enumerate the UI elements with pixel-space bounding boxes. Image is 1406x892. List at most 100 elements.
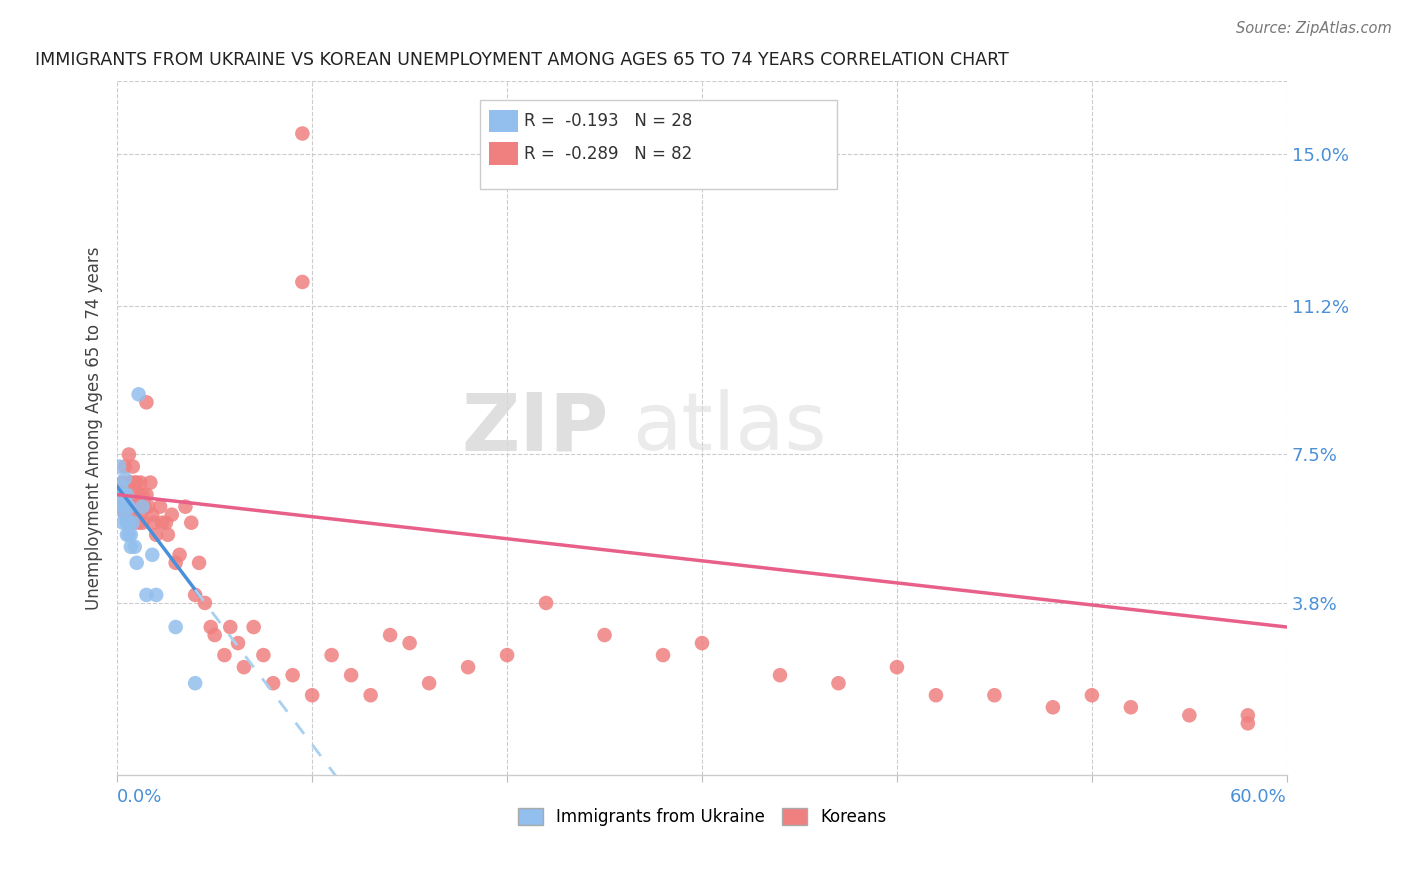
Point (112, 516, 135, 530)
Point (124, 475, 146, 490)
Point (115, 500, 138, 514)
Point (321, 648, 343, 662)
Point (118, 475, 141, 490)
Point (110, 500, 132, 514)
Point (1119, 700, 1142, 714)
Point (340, 668, 363, 682)
Text: 60.0%: 60.0% (1230, 788, 1286, 806)
Point (121, 459, 143, 474)
Text: Source: ZipAtlas.com: Source: ZipAtlas.com (1236, 21, 1392, 36)
Text: 0.0%: 0.0% (117, 788, 163, 806)
Text: R =  -0.289   N = 82: R = -0.289 N = 82 (524, 145, 693, 162)
Point (121, 516, 143, 530)
Point (128, 387, 150, 401)
Point (925, 688, 948, 702)
Point (135, 395, 157, 409)
Point (1237, 716, 1260, 731)
Point (690, 636, 713, 650)
Point (135, 588, 157, 602)
Point (131, 488, 153, 502)
Point (252, 648, 274, 662)
Point (291, 275, 314, 289)
Point (827, 676, 849, 690)
Point (360, 688, 382, 702)
Point (128, 516, 150, 530)
Point (281, 668, 304, 682)
Point (118, 516, 141, 530)
Point (121, 516, 143, 530)
Point (129, 475, 152, 490)
FancyBboxPatch shape (479, 100, 837, 189)
Point (112, 488, 135, 502)
Point (125, 556, 148, 570)
Point (115, 500, 138, 514)
Point (188, 556, 211, 570)
Point (115, 488, 138, 502)
Point (1042, 700, 1064, 714)
Point (156, 527, 179, 541)
Point (398, 636, 420, 650)
Point (118, 448, 141, 462)
Point (160, 508, 183, 522)
Point (174, 500, 197, 514)
Point (141, 508, 163, 522)
Point (125, 500, 148, 514)
Point (652, 648, 675, 662)
Point (1178, 708, 1201, 723)
Point (110, 496, 132, 510)
Text: IMMIGRANTS FROM UKRAINE VS KOREAN UNEMPLOYMENT AMONG AGES 65 TO 74 YEARS CORRELA: IMMIGRANTS FROM UKRAINE VS KOREAN UNEMPL… (35, 51, 1010, 69)
Point (114, 496, 136, 510)
Point (262, 676, 284, 690)
Point (128, 488, 150, 502)
Point (131, 500, 153, 514)
Point (115, 516, 138, 530)
Point (165, 620, 187, 634)
Point (120, 527, 142, 541)
Point (110, 480, 132, 494)
Point (139, 475, 162, 490)
Point (983, 688, 1005, 702)
Point (118, 527, 141, 541)
Point (155, 516, 177, 530)
Y-axis label: Unemployment Among Ages 65 to 74 years: Unemployment Among Ages 65 to 74 years (86, 247, 103, 610)
Point (194, 596, 217, 610)
Point (232, 660, 254, 674)
Point (593, 628, 616, 642)
Point (120, 475, 142, 490)
Point (291, 127, 314, 141)
Point (115, 527, 138, 541)
Text: ZIP: ZIP (461, 390, 609, 467)
Point (150, 516, 173, 530)
Point (204, 628, 226, 642)
Point (184, 676, 207, 690)
Point (200, 620, 222, 634)
Point (149, 500, 172, 514)
Point (118, 500, 141, 514)
Point (769, 668, 792, 682)
Point (115, 488, 138, 502)
Point (118, 516, 141, 530)
Point (115, 516, 138, 530)
Point (112, 500, 135, 514)
Text: R =  -0.193   N = 28: R = -0.193 N = 28 (524, 112, 693, 130)
Point (114, 508, 136, 522)
Point (301, 688, 323, 702)
Point (138, 500, 160, 514)
Point (214, 648, 236, 662)
Point (418, 676, 440, 690)
Point (226, 636, 249, 650)
Point (165, 556, 187, 570)
Point (108, 459, 131, 474)
Point (180, 516, 202, 530)
Point (184, 588, 207, 602)
Point (131, 516, 153, 530)
Point (129, 508, 152, 522)
Point (125, 475, 148, 490)
Point (141, 548, 163, 562)
Point (124, 508, 146, 522)
Point (1081, 688, 1104, 702)
Point (114, 508, 136, 522)
FancyBboxPatch shape (489, 143, 519, 165)
Point (378, 628, 401, 642)
Point (134, 500, 156, 514)
